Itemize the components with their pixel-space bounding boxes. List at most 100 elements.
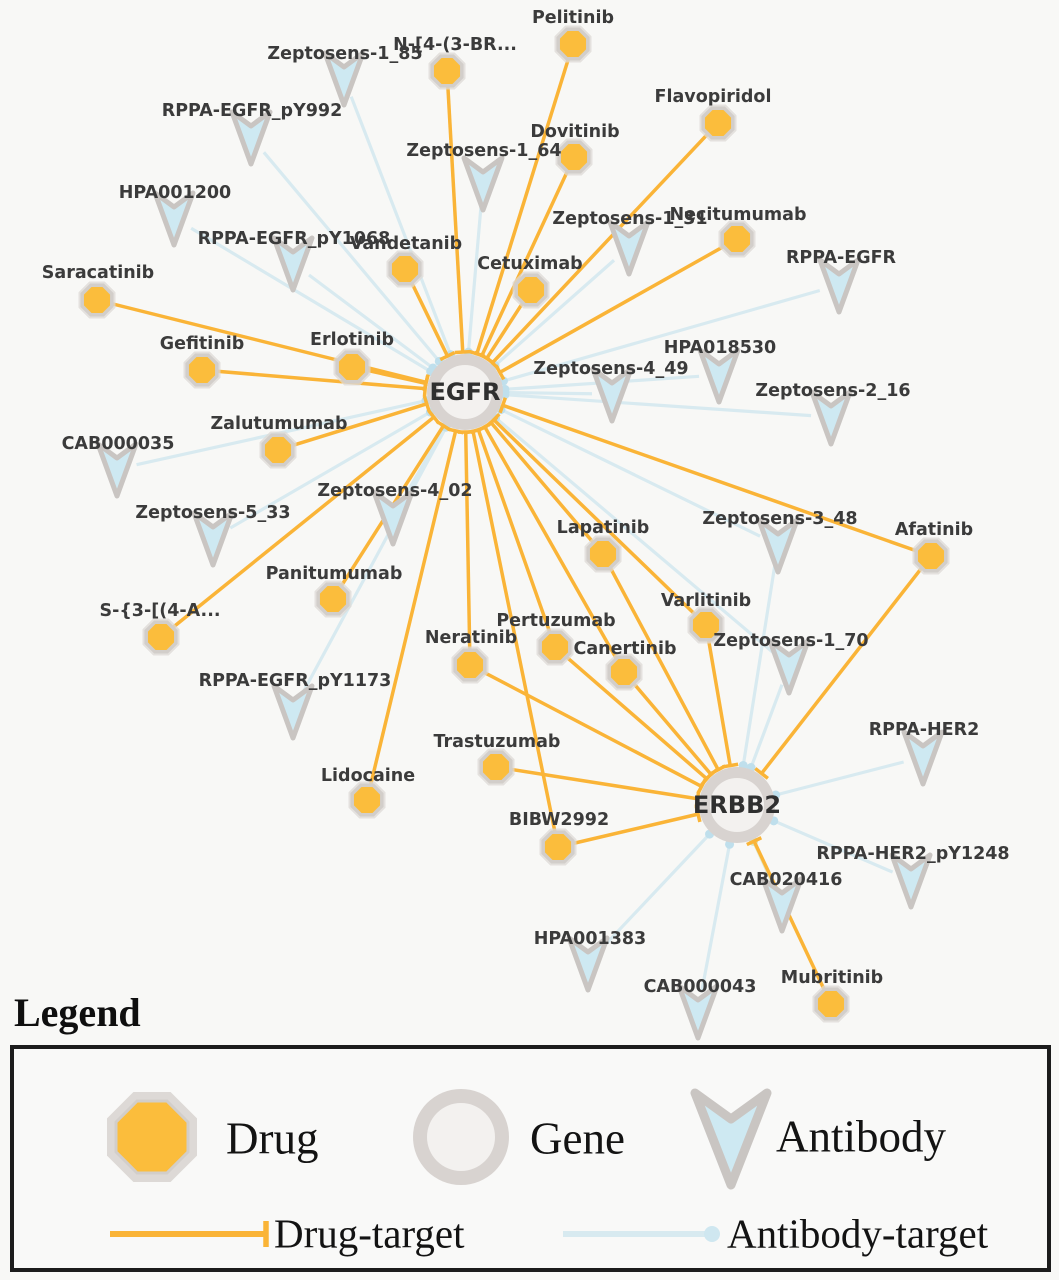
node-label-lapatinib: Lapatinib	[557, 518, 650, 538]
drug-node-zalutumumab[interactable]	[259, 431, 297, 469]
edge-py1248-erbb2	[773, 819, 894, 874]
drug-octagon-icon	[914, 539, 948, 573]
antibody-chevron-icon	[756, 517, 800, 575]
edge-pertuzumab-egfr	[476, 429, 555, 642]
drug-node-pelitinib[interactable]	[554, 25, 592, 63]
edge-neratinib-egfr	[463, 431, 472, 660]
antibody-node-py1068[interactable]	[271, 235, 315, 293]
antibody-node-rppa_her2[interactable]	[901, 729, 945, 787]
edge-layer	[102, 49, 929, 1000]
drug-octagon-icon	[607, 655, 641, 689]
drug-octagon-icon	[430, 54, 464, 88]
antibody-node-py992[interactable]	[229, 109, 273, 167]
antibody-node-z402[interactable]	[371, 489, 415, 547]
drug-node-panitumumab[interactable]	[314, 580, 352, 618]
legend-title: Legend	[14, 990, 141, 1035]
drug-node-s3a[interactable]	[142, 618, 180, 656]
drug-node-nbr[interactable]	[428, 52, 466, 90]
antibody-node-z185[interactable]	[322, 50, 366, 108]
drug-node-saracatinib[interactable]	[78, 281, 116, 319]
antibody-chevron-icon	[767, 638, 811, 696]
edge-tee-cetuximab	[479, 352, 495, 365]
node-label-dovitinib: Dovitinib	[530, 122, 619, 142]
antibody-node-cab000035[interactable]	[95, 441, 139, 499]
drug-node-dovitinib[interactable]	[555, 138, 593, 176]
edge-flavopiridol-egfr	[491, 126, 716, 365]
drug-node-vandetanib[interactable]	[386, 250, 424, 288]
drug-octagon-icon	[541, 830, 575, 864]
drug-node-gefitinib[interactable]	[183, 351, 221, 389]
gene-node-egfr[interactable]	[427, 354, 503, 430]
gene-node-erbb2[interactable]	[699, 767, 775, 843]
drug-node-cetuximab[interactable]	[512, 271, 550, 309]
drug-octagon-icon	[586, 537, 620, 571]
edge-afatinib-erbb2	[760, 559, 929, 775]
antibody-node-z216[interactable]	[809, 389, 853, 447]
edge-tee-afatinib	[754, 767, 769, 780]
antibody-node-py1248[interactable]	[889, 852, 933, 910]
antibody-chevron-icon	[191, 510, 235, 568]
antibody-node-cab020416[interactable]	[760, 876, 804, 934]
drug-octagon-icon	[185, 353, 219, 387]
drug-node-lapatinib[interactable]	[584, 535, 622, 573]
antibody-node-z449[interactable]	[590, 366, 634, 424]
node-label-necitumumab: Necitumumab	[670, 205, 807, 225]
drug-node-varlitinib[interactable]	[687, 606, 725, 644]
drug-node-pertuzumab[interactable]	[536, 628, 574, 666]
antibody-node-z170[interactable]	[767, 638, 811, 696]
drug-octagon-icon	[701, 106, 735, 140]
antibody-node-cab000043[interactable]	[676, 983, 720, 1041]
drug-octagon-icon	[556, 27, 590, 61]
antibody-chevron-icon	[271, 683, 315, 741]
antibody-chevron-icon	[760, 876, 804, 934]
gene-inner	[710, 778, 764, 832]
node-label-z533: Zeptosens-5_33	[135, 503, 290, 523]
edge-tee-varlitinib	[722, 762, 739, 769]
antibody-node-hpa001383[interactable]	[566, 935, 610, 993]
antibody-chevron-icon	[817, 257, 861, 315]
edge-tee-bibw2992	[464, 427, 482, 435]
node-label-z348: Zeptosens-3_48	[702, 509, 857, 529]
edge-canertinib-egfr	[483, 425, 623, 668]
drug-node-trastuzumab[interactable]	[477, 748, 515, 786]
drug-octagon-icon	[453, 648, 487, 682]
drug-node-flavopiridol[interactable]	[699, 104, 737, 142]
drug-node-necitumumab[interactable]	[718, 220, 756, 258]
drug-octagon-icon	[514, 273, 548, 307]
drug-node-bibw2992[interactable]	[539, 828, 577, 866]
node-label-varlitinib: Varlitinib	[661, 591, 751, 611]
drug-node-afatinib[interactable]	[912, 537, 950, 575]
edge-z533-egfr	[229, 410, 432, 530]
drug-node-erlotinib[interactable]	[333, 348, 371, 386]
drug-node-lidocaine[interactable]	[348, 781, 386, 819]
drug-octagon-icon	[107, 1092, 197, 1182]
drug-octagon-icon	[261, 433, 295, 467]
antibody-chevron-icon	[809, 389, 853, 447]
antibody-node-hpa018530[interactable]	[697, 347, 741, 405]
edge-varlitinib-erbb2	[705, 630, 732, 766]
antibody-chevron-icon	[152, 190, 196, 248]
drug-node-neratinib[interactable]	[451, 646, 489, 684]
edge-tee-zalutumumab	[422, 395, 431, 413]
node-label-gefitinib: Gefitinib	[160, 334, 245, 354]
edge-tee-mubritinib	[746, 836, 763, 847]
node-label-py1068: RPPA-EGFR_pY1068	[198, 229, 391, 249]
edge-rppa_egfr-egfr	[503, 288, 821, 383]
antibody-node-z348[interactable]	[756, 517, 800, 575]
antibody-node-hpa001200[interactable]	[152, 190, 196, 248]
drug-node-canertinib[interactable]	[605, 653, 643, 691]
drug-node-mubritinib[interactable]	[812, 985, 850, 1023]
edge-py1173-egfr	[301, 426, 448, 695]
antibody-chevron-icon	[889, 852, 933, 910]
antibody-chevron-icon	[607, 219, 651, 277]
antibody-chevron-icon	[690, 1088, 772, 1190]
node-label-flavopiridol: Flavopiridol	[655, 87, 772, 107]
antibody-node-z164[interactable]	[461, 155, 505, 213]
antibody-node-rppa_egfr[interactable]	[817, 257, 861, 315]
node-label-neratinib: Neratinib	[425, 628, 517, 648]
antibody-chevron-icon	[461, 155, 505, 213]
antibody-chevron-icon	[322, 50, 366, 108]
antibody-node-z131[interactable]	[607, 219, 651, 277]
antibody-node-py1173[interactable]	[271, 683, 315, 741]
antibody-node-z533[interactable]	[191, 510, 235, 568]
